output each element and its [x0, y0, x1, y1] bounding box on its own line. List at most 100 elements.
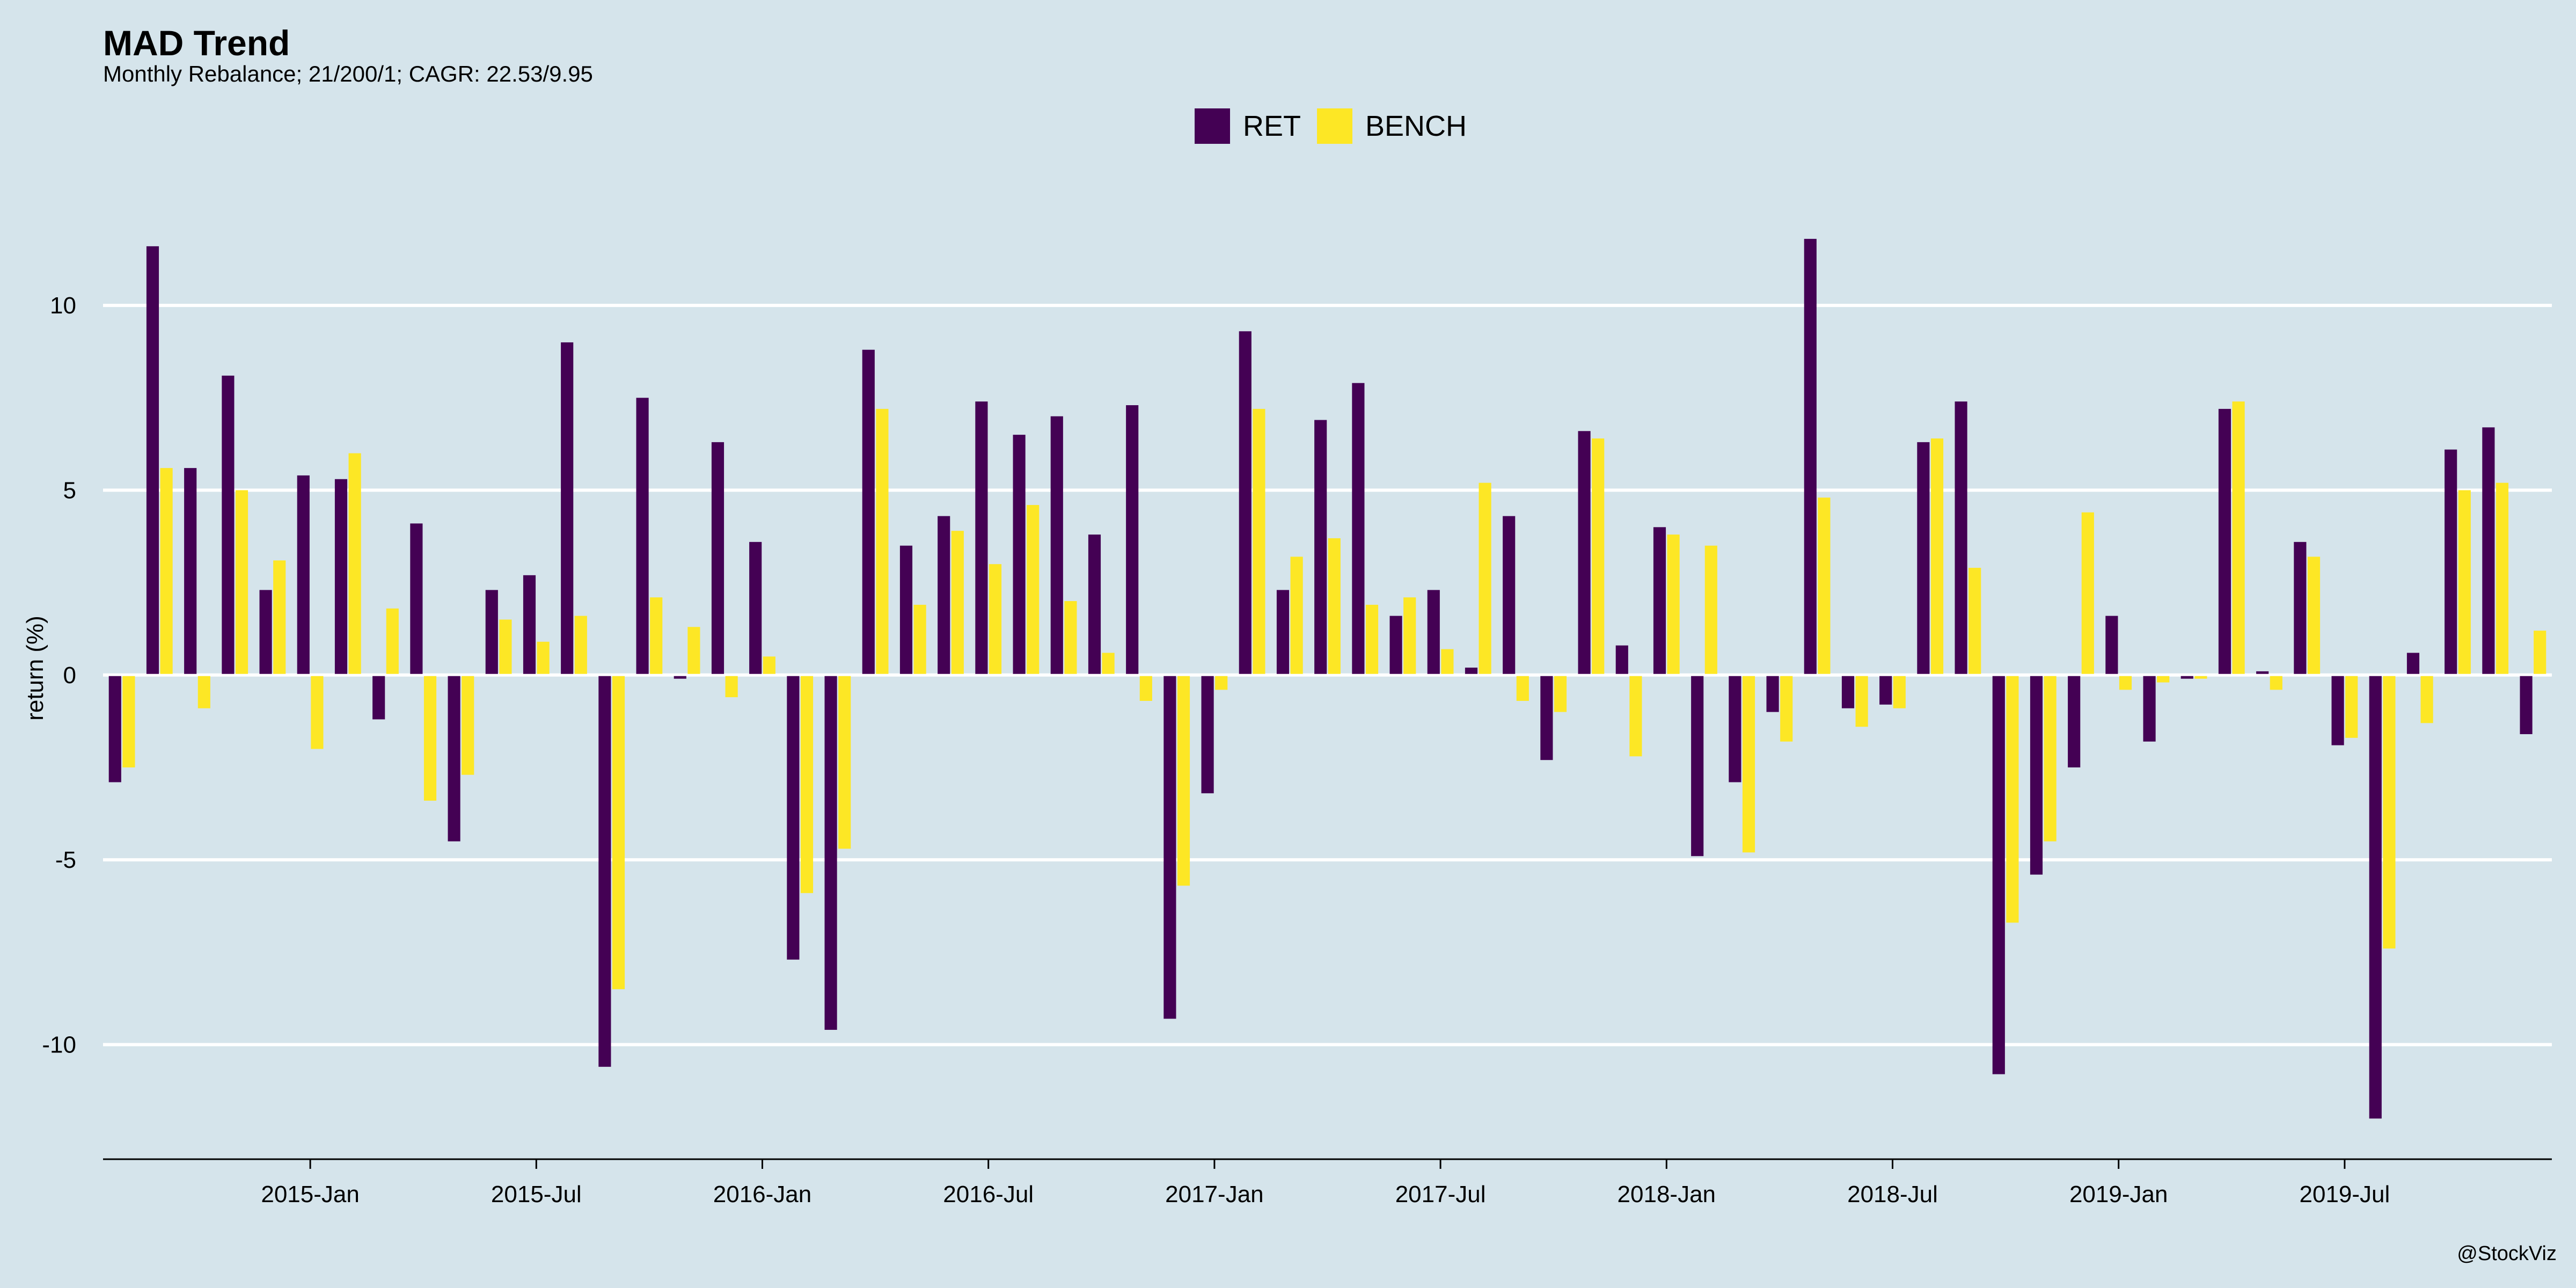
bar-bench [763, 656, 775, 675]
y-tick-label: 10 [50, 292, 76, 319]
bar-ret [2105, 616, 2118, 675]
bar-bench [913, 604, 926, 675]
bar-ret [1804, 239, 1817, 675]
bar-bench [1930, 438, 1944, 675]
bar-ret [1352, 383, 1365, 675]
bar-bench [1968, 568, 1981, 675]
bar-ret [2369, 675, 2382, 1119]
bar-bench [348, 453, 361, 675]
bar-bench [1027, 504, 1040, 675]
bar-ret [1615, 645, 1628, 675]
x-tick-label: 2018-Jan [1618, 1181, 1716, 1208]
bar-ret [2406, 653, 2420, 675]
bar-ret [448, 675, 460, 841]
bar-bench [650, 597, 663, 675]
y-tick-label: 5 [63, 477, 76, 503]
x-tick-label: 2016-Jul [943, 1181, 1034, 1208]
bar-bench [1893, 675, 1906, 708]
bar-ret [561, 342, 574, 675]
bar-ret [862, 349, 875, 675]
bar-ret [1841, 675, 1855, 708]
bar-bench [1629, 675, 1642, 757]
bar-ret [1465, 668, 1478, 675]
bar-bench [1592, 438, 1605, 675]
bar-ret [1955, 401, 1967, 675]
bar-ret [749, 541, 762, 675]
bar-bench [1441, 649, 1454, 675]
bar-bench [1554, 675, 1567, 712]
bar-bench [2232, 401, 2245, 675]
bar-ret [824, 675, 837, 1030]
bar-bench [838, 675, 851, 849]
legend-swatch-bench [1317, 108, 1352, 144]
bar-ret [1691, 675, 1704, 857]
bar-ret [598, 675, 611, 1067]
bar-ret [2331, 675, 2344, 745]
bar-bench [2119, 675, 2132, 690]
bar-ret [2520, 675, 2533, 734]
bar-bench [574, 616, 587, 675]
bar-bench [1215, 675, 1228, 690]
bar-ret [2068, 675, 2081, 767]
bar-bench [462, 675, 474, 775]
bar-ret [2445, 449, 2457, 675]
bar-bench [1479, 482, 1491, 675]
bar-bench [1102, 653, 1115, 675]
bar-bench [499, 619, 512, 675]
bar-bench [311, 675, 324, 749]
bar-ret [1163, 675, 1176, 1019]
bar-ret [410, 523, 423, 675]
bar-ret [711, 442, 724, 675]
x-tick-label: 2015-Jan [261, 1181, 359, 1208]
bar-bench [1365, 604, 1379, 675]
bar-bench [1855, 675, 1868, 727]
bar-ret [1917, 442, 1930, 675]
bar-bench [2157, 675, 2170, 683]
bar-ret [2294, 541, 2307, 675]
chart-title: MAD Trend [103, 23, 290, 63]
bar-bench [2458, 490, 2471, 675]
bar-ret [899, 545, 913, 675]
bar-bench [1253, 408, 1265, 675]
x-tick-label: 2015-Jul [491, 1181, 582, 1208]
bar-bench [1780, 675, 1793, 742]
bar-bench [876, 408, 889, 675]
bar-bench [2307, 557, 2321, 675]
bar-bench [197, 675, 210, 708]
bar-bench [122, 675, 135, 767]
bar-ret [636, 398, 649, 675]
bar-ret [2256, 671, 2269, 675]
x-tick-label: 2017-Jul [1395, 1181, 1486, 1208]
chart-subtitle: Monthly Rebalance; 21/200/1; CAGR: 22.53… [103, 61, 593, 86]
bar-ret [1427, 590, 1440, 675]
bar-bench [1328, 538, 1341, 675]
bar-bench [1139, 675, 1152, 701]
bar-bench [1290, 557, 1303, 675]
bar-ret [2180, 675, 2193, 679]
bar-bench [2081, 512, 2094, 675]
bar-bench [2345, 675, 2358, 738]
bar-bench [2383, 675, 2396, 949]
bar-bench [800, 675, 814, 894]
bar-ret [1314, 420, 1327, 675]
bar-bench [1667, 535, 1680, 675]
bar-ret [1540, 675, 1553, 760]
legend-label-bench: BENCH [1365, 110, 1467, 142]
bar-bench [1818, 497, 1831, 675]
bar-bench [386, 608, 399, 675]
bar-ret [2143, 675, 2156, 742]
x-tick-label: 2019-Jul [2300, 1181, 2390, 1208]
legend-swatch-ret [1195, 108, 1230, 144]
bar-ret [674, 675, 686, 679]
legend: RET BENCH [1195, 108, 1483, 144]
bar-ret [1653, 527, 1666, 675]
bar-bench [423, 675, 437, 801]
bar-bench [2006, 675, 2019, 923]
bar-ret [334, 479, 348, 675]
bar-bench [1704, 545, 1717, 675]
bar-bench [612, 675, 625, 990]
x-tick-label: 2018-Jul [1847, 1181, 1938, 1208]
bar-bench [989, 564, 1002, 675]
bar-ret [1879, 675, 1892, 705]
